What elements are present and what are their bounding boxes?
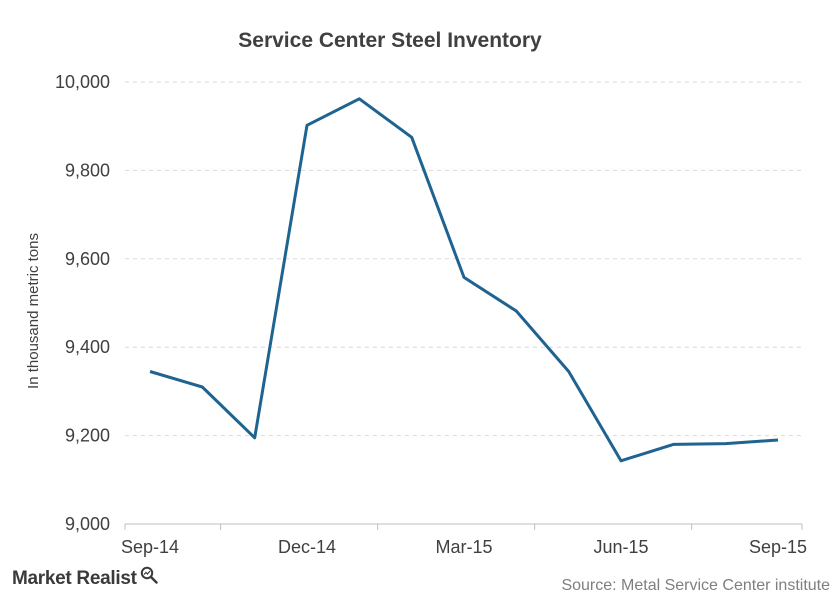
brand-logo: Market Realist — [12, 566, 158, 590]
y-tick-label: 9,000 — [65, 514, 110, 534]
x-tick-label: Sep-14 — [121, 537, 179, 557]
chart-title: Service Center Steel Inventory — [238, 29, 542, 52]
y-tick-label: 9,800 — [65, 160, 110, 180]
y-tick-label: 9,400 — [65, 337, 110, 357]
source-note: Source: Metal Service Center institute — [561, 577, 830, 594]
series-line — [149, 97, 779, 463]
magnifier-icon — [140, 566, 158, 584]
x-axis-ticks: Sep-14 Dec-14 Mar-15 Jun-15 Sep-15 — [121, 537, 807, 557]
brand-name: Market Realist — [12, 568, 137, 589]
y-axis-ticks: 9,000 9,200 9,400 9,600 9,800 10,000 — [55, 72, 110, 534]
y-axis-title: In thousand metric tons — [25, 233, 42, 389]
y-tick-label: 10,000 — [55, 72, 110, 92]
x-tick-label: Sep-15 — [749, 537, 807, 557]
x-tick-label: Mar-15 — [435, 537, 492, 557]
y-tick-label: 9,200 — [65, 426, 110, 446]
x-tick-label: Dec-14 — [278, 537, 336, 557]
x-axis — [124, 523, 803, 530]
series-layer — [149, 97, 779, 463]
grid-lines — [125, 81, 802, 437]
y-tick-label: 9,600 — [65, 249, 110, 269]
x-tick-label: Jun-15 — [593, 537, 648, 557]
